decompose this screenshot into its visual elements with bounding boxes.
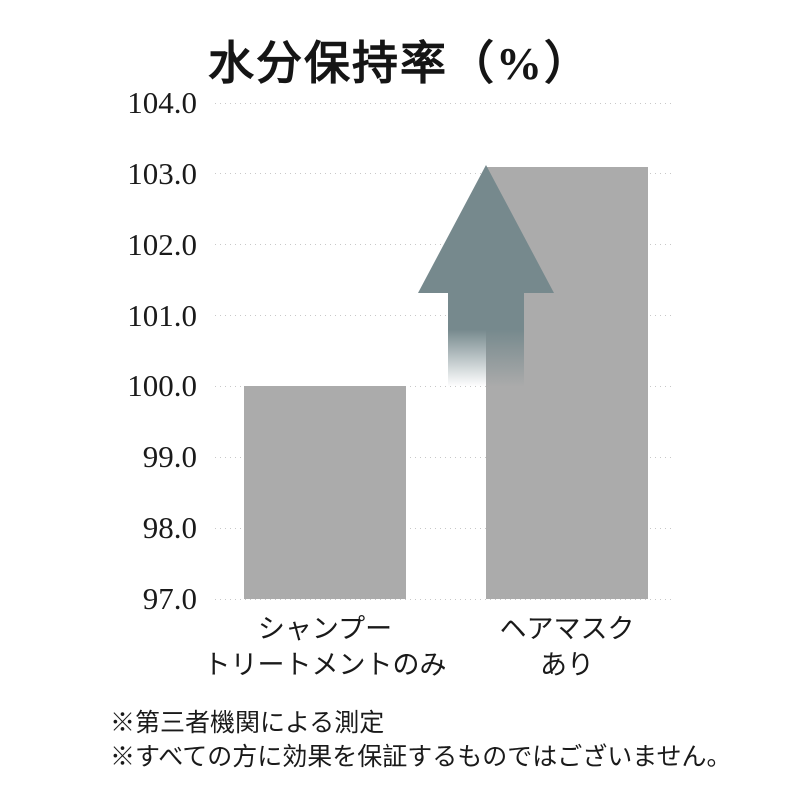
y-axis-tick-label: 97.0 [142,581,197,616]
x-axis-label-line: シャンプー [257,614,393,644]
gridline [215,315,675,317]
gridline [215,385,675,387]
footnote-line-2: ※すべての方に効果を保証するものではございません。 [110,744,732,771]
bar-shampoo-treatment-only [244,386,406,599]
x-axis-label: シャンプートリートメントのみ [165,611,485,683]
y-axis-tick-label: 98.0 [142,510,197,546]
x-axis-label: ヘアマスク あり [407,611,727,683]
gridline [215,102,675,104]
increase-arrow-icon [418,164,554,387]
x-axis-label-line: トリートメントのみ [203,650,447,680]
y-axis-tick-label: 100.0 [127,368,197,404]
gridline [215,527,675,529]
footnote-line-1: ※第三者機関による測定 [110,710,385,737]
y-axis-tick-label: 101.0 [127,297,197,333]
chart-title: 水分保持率（%） [208,38,592,89]
y-axis-tick-label: 99.0 [142,439,197,475]
x-axis-label-line: あり [540,650,594,680]
gridline [215,598,675,600]
gridline [215,456,675,458]
footnotes: ※第三者機関による測定 ※すべての方に効果を保証するものではございません。 [110,707,770,775]
x-axis-label-line: ヘアマスク [499,614,635,644]
y-axis-tick-label: 102.0 [127,226,197,262]
y-axis-tick-label: 103.0 [127,155,197,191]
y-axis-tick-label: 104.0 [127,85,197,120]
gridline [215,173,675,175]
